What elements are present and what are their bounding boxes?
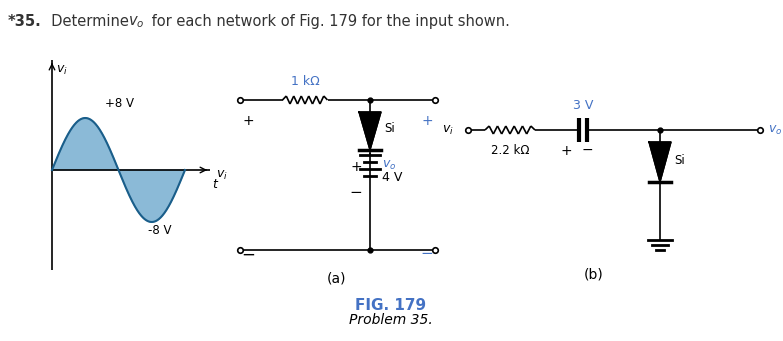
Text: Problem 35.: Problem 35. [349,313,433,327]
Text: (a): (a) [327,272,347,286]
Text: Si: Si [384,122,395,135]
Text: Si: Si [674,153,685,166]
Text: for each network of Fig. 179 for the input shown.: for each network of Fig. 179 for the inp… [147,14,510,29]
Text: 4 V: 4 V [382,171,402,184]
Text: 3 V: 3 V [573,99,594,112]
Text: +8 V: +8 V [105,97,134,110]
Text: $t$: $t$ [212,178,219,191]
Text: -8 V: -8 V [148,224,171,237]
Text: +: + [421,114,433,128]
Text: (b): (b) [584,268,604,282]
Text: *35.: *35. [8,14,41,29]
Text: $v_o$: $v_o$ [768,123,782,136]
Text: 2.2 kΩ: 2.2 kΩ [491,144,529,157]
Text: +: + [560,144,572,158]
Text: $v_o$: $v_o$ [382,159,396,172]
Text: FIG. 179: FIG. 179 [355,298,427,313]
Text: −: − [350,185,363,200]
Polygon shape [119,170,185,222]
Text: $v_i$: $v_i$ [216,168,228,181]
Polygon shape [52,118,118,170]
Text: −: − [581,143,593,157]
Text: +: + [350,160,362,174]
Text: $v_i$: $v_i$ [56,64,68,77]
Text: Determine: Determine [42,14,133,29]
Polygon shape [649,142,671,182]
Text: $v_i$: $v_i$ [442,123,454,136]
Text: 1 kΩ: 1 kΩ [290,75,319,88]
Text: −: − [420,246,433,261]
Polygon shape [359,112,381,150]
Text: −: − [241,246,255,264]
Text: +: + [242,114,254,128]
Text: $v_o$: $v_o$ [128,14,144,30]
